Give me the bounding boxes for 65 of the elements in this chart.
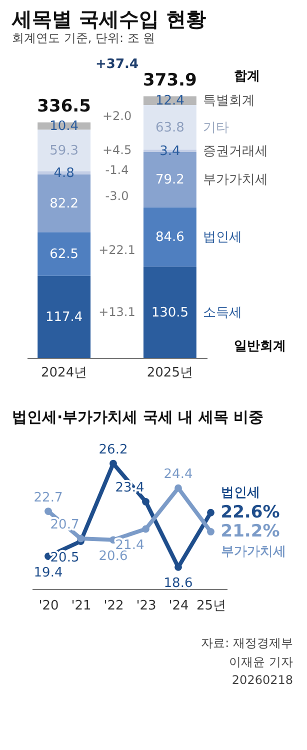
- data-label: 22.6%: [220, 502, 280, 523]
- data-label: 20.5: [50, 550, 80, 566]
- data-label: 62.5: [50, 246, 79, 262]
- bar: [143, 207, 196, 267]
- series-label: 소득세: [202, 305, 242, 320]
- x-tick-label: 2024년: [41, 366, 88, 380]
- point: [142, 525, 150, 533]
- text: 합계: [234, 69, 260, 84]
- data-label: 12.4: [155, 94, 184, 109]
- data-label: 3.4: [160, 144, 180, 159]
- x-tick-label: '23: [136, 598, 156, 614]
- x-tick-label: '20: [38, 598, 59, 614]
- total-label: 336.5: [37, 96, 91, 116]
- point: [174, 484, 182, 492]
- series-label: 부가가치세: [202, 172, 268, 188]
- data-label: 22.7: [34, 490, 63, 506]
- bar: [143, 266, 196, 358]
- data-label: 26.2: [98, 442, 128, 458]
- annotation: +22.1: [98, 243, 136, 257]
- x-tick-label: '22: [104, 598, 124, 614]
- x-tick-label: 25년: [196, 598, 226, 614]
- data-label: 10.4: [50, 119, 79, 134]
- data-label: 18.6: [164, 576, 193, 592]
- annotation: -1.4: [105, 163, 129, 177]
- annotation: +2.0: [102, 109, 132, 123]
- chart-subtitle: 회계연도 기준, 단위: 조 원: [12, 31, 156, 45]
- series-label: 증권거래세: [202, 144, 268, 159]
- bar: [38, 232, 91, 276]
- series-label: 기타: [202, 120, 229, 136]
- total-label: 373.9: [143, 70, 197, 90]
- series-label: 법인세: [220, 486, 260, 501]
- x-tick-label: 2025년: [146, 366, 193, 380]
- x-tick-label: '24: [168, 598, 189, 614]
- chart-title: 세목별 국세수입 현황: [11, 7, 206, 31]
- data-label: 19.4: [34, 565, 63, 580]
- point: [44, 508, 52, 515]
- annotation: +13.1: [98, 305, 136, 319]
- data-label: 21.2%: [220, 522, 280, 542]
- data-label: 4.8: [54, 166, 74, 181]
- text: 자료: 재정경제부: [200, 635, 293, 652]
- text: 일반회계: [234, 339, 286, 354]
- data-label: 20.6: [98, 548, 128, 564]
- data-label: 130.5: [151, 305, 189, 320]
- annotation: -3.0: [105, 189, 129, 203]
- point: [207, 508, 214, 516]
- data-label: 63.8: [155, 120, 184, 136]
- data-label: 79.2: [155, 172, 184, 188]
- point: [142, 498, 150, 506]
- data-label: 24.4: [164, 467, 193, 482]
- chart-title: 법인세·부가가치세 국세 내 세목 비중: [12, 408, 264, 426]
- x-tick-label: '21: [71, 598, 92, 614]
- data-label: 82.2: [50, 196, 79, 212]
- bar: [38, 276, 91, 358]
- point: [207, 528, 214, 536]
- text: 이재윤 기자: [228, 654, 293, 671]
- series-label: 특별회계: [202, 94, 255, 109]
- point: [77, 534, 84, 542]
- data-label: 59.3: [50, 143, 79, 158]
- annotation: +4.5: [102, 143, 132, 157]
- data-label: 84.6: [155, 230, 184, 246]
- data-label: 117.4: [45, 310, 83, 325]
- series-label: 법인세: [202, 230, 242, 246]
- text: +37.4: [96, 57, 138, 72]
- series-label: 부가가치세: [220, 544, 286, 560]
- text: 20260218: [230, 673, 293, 687]
